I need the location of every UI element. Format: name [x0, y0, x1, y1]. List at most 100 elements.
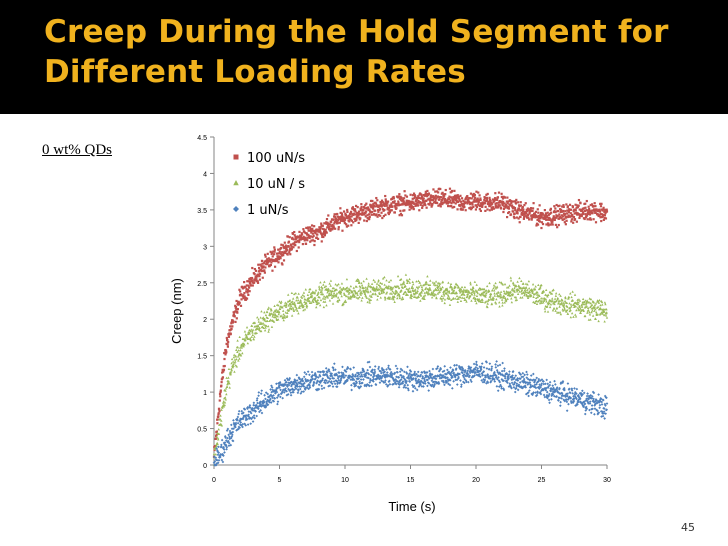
data-point: [438, 197, 441, 200]
data-point: [271, 315, 274, 318]
data-point: [222, 448, 226, 451]
data-point: [220, 445, 223, 449]
data-point: [411, 194, 415, 197]
data-point: [473, 280, 477, 283]
data-point: [334, 216, 337, 219]
data-point: [362, 286, 365, 289]
data-point: [556, 214, 559, 218]
legend-label-1: 10 uN / s: [247, 177, 305, 192]
data-point: [500, 369, 504, 373]
data-point: [555, 306, 559, 310]
data-point: [342, 376, 346, 379]
data-point: [462, 199, 465, 202]
data-point: [249, 338, 253, 342]
data-point: [602, 412, 606, 415]
data-point: [261, 325, 264, 328]
data-point: [469, 283, 472, 286]
data-point: [502, 388, 506, 392]
data-point: [302, 308, 305, 312]
data-point: [357, 210, 361, 213]
data-point: [455, 196, 459, 199]
data-point: [349, 212, 352, 215]
data-point: [218, 455, 222, 459]
data-point: [266, 403, 270, 407]
data-point: [272, 311, 275, 314]
data-point: [456, 194, 459, 197]
data-point: [316, 298, 320, 302]
data-point: [299, 234, 303, 237]
data-point: [358, 212, 362, 215]
data-point: [301, 305, 305, 308]
data-point: [226, 339, 229, 342]
data-point: [529, 210, 532, 213]
data-point: [501, 304, 504, 307]
data-point: [482, 366, 486, 369]
data-point: [370, 205, 373, 209]
data-point: [373, 368, 377, 372]
data-point: [372, 278, 375, 282]
data-point: [525, 215, 528, 218]
data-point: [539, 379, 542, 382]
data-point: [338, 286, 342, 289]
data-point: [364, 215, 367, 218]
data-point: [448, 197, 451, 201]
data-point: [480, 292, 484, 295]
data-point: [461, 208, 464, 211]
data-point: [264, 313, 268, 317]
data-point: [603, 320, 606, 323]
data-point: [481, 205, 484, 209]
data-point: [603, 407, 606, 410]
data-point: [453, 375, 457, 379]
data-point: [388, 292, 392, 295]
data-point: [433, 196, 436, 199]
data-point: [377, 365, 381, 369]
data-point: [594, 317, 597, 321]
data-point: [287, 308, 291, 312]
data-point: [391, 205, 394, 208]
data-point: [388, 211, 392, 214]
data-point: [342, 286, 345, 290]
data-point: [262, 323, 266, 326]
data-point: [311, 377, 315, 381]
data-point: [586, 218, 589, 221]
data-point: [288, 249, 291, 252]
data-point: [344, 370, 348, 374]
data-point: [525, 216, 529, 219]
data-point: [598, 400, 602, 403]
data-point: [502, 210, 505, 214]
y-axis-label: Creep (nm): [169, 278, 184, 344]
data-point: [563, 213, 567, 216]
data-point: [570, 401, 573, 405]
data-point: [323, 230, 326, 234]
data-point: [552, 288, 555, 291]
data-point: [494, 365, 498, 369]
data-point: [407, 279, 410, 283]
data-point: [223, 401, 227, 404]
data-point: [344, 294, 348, 298]
data-point: [393, 371, 397, 375]
data-point: [483, 199, 486, 202]
data-point: [346, 295, 350, 298]
data-point: [592, 205, 595, 208]
data-point: [455, 378, 459, 382]
data-point: [398, 295, 401, 298]
data-point: [387, 364, 390, 368]
data-point: [420, 195, 424, 198]
data-point: [493, 289, 496, 292]
data-point: [301, 303, 304, 307]
data-point: [531, 207, 535, 210]
data-point: [322, 295, 326, 298]
data-point: [459, 299, 463, 303]
data-point: [523, 204, 526, 207]
data-point: [592, 301, 596, 304]
data-point: [450, 285, 454, 289]
data-point: [267, 324, 270, 328]
data-point: [436, 195, 439, 198]
data-point: [309, 227, 312, 230]
data-point: [591, 314, 595, 317]
data-point: [409, 193, 412, 196]
data-point: [503, 282, 507, 286]
data-point: [357, 377, 361, 380]
data-point: [234, 305, 238, 309]
data-point: [547, 213, 550, 217]
